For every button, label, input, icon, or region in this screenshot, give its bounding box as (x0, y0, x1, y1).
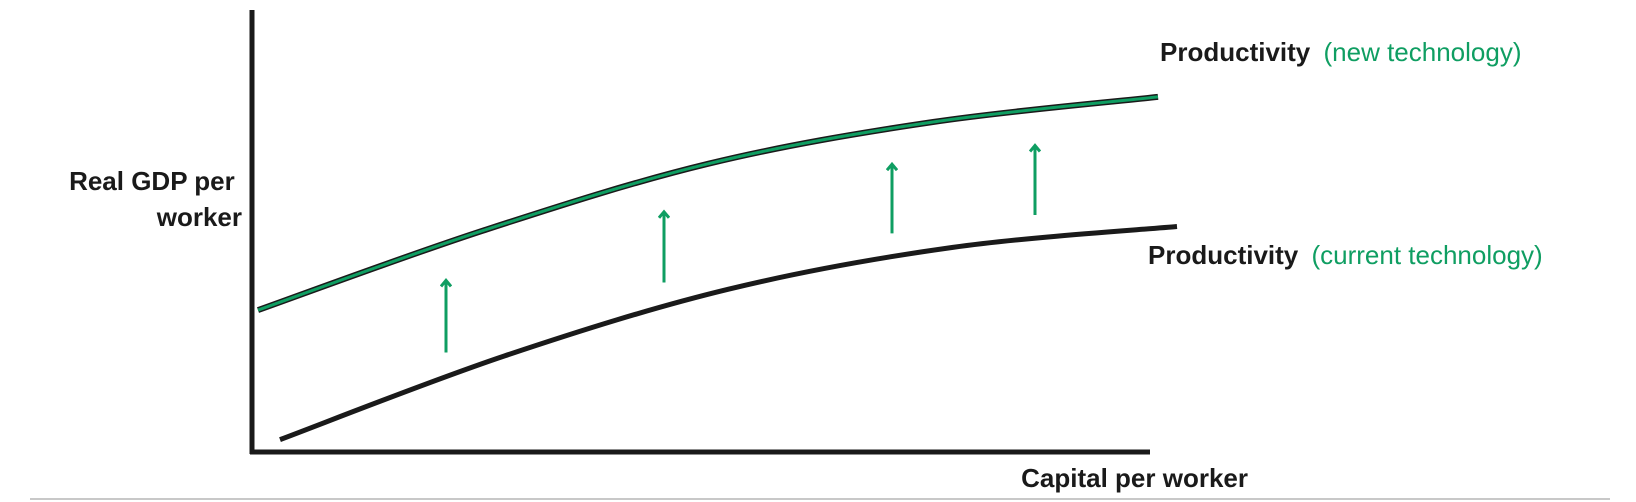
x-axis-label: Capital per worker (1021, 463, 1248, 493)
series-new-technology-line (257, 95, 1159, 312)
series-label-new-technology: Productivity (new technology) (1160, 37, 1521, 67)
series-new-technology-outline (256, 93, 1159, 313)
y-axis-label-line-1: Real GDP per (69, 166, 235, 196)
y-axis-label-line-2: worker (156, 202, 242, 232)
y-axis-label: Real GDP per worker (69, 166, 242, 232)
series-label-new-main: Productivity (1160, 37, 1311, 67)
series-current-technology-line (279, 224, 1178, 442)
series-label-new-note: (new technology) (1323, 37, 1521, 67)
series-label-current-technology: Productivity (current technology) (1148, 240, 1543, 270)
series-label-current-note: (current technology) (1311, 240, 1542, 270)
series-label-current-main: Productivity (1148, 240, 1299, 270)
shift-arrows (446, 146, 1035, 353)
